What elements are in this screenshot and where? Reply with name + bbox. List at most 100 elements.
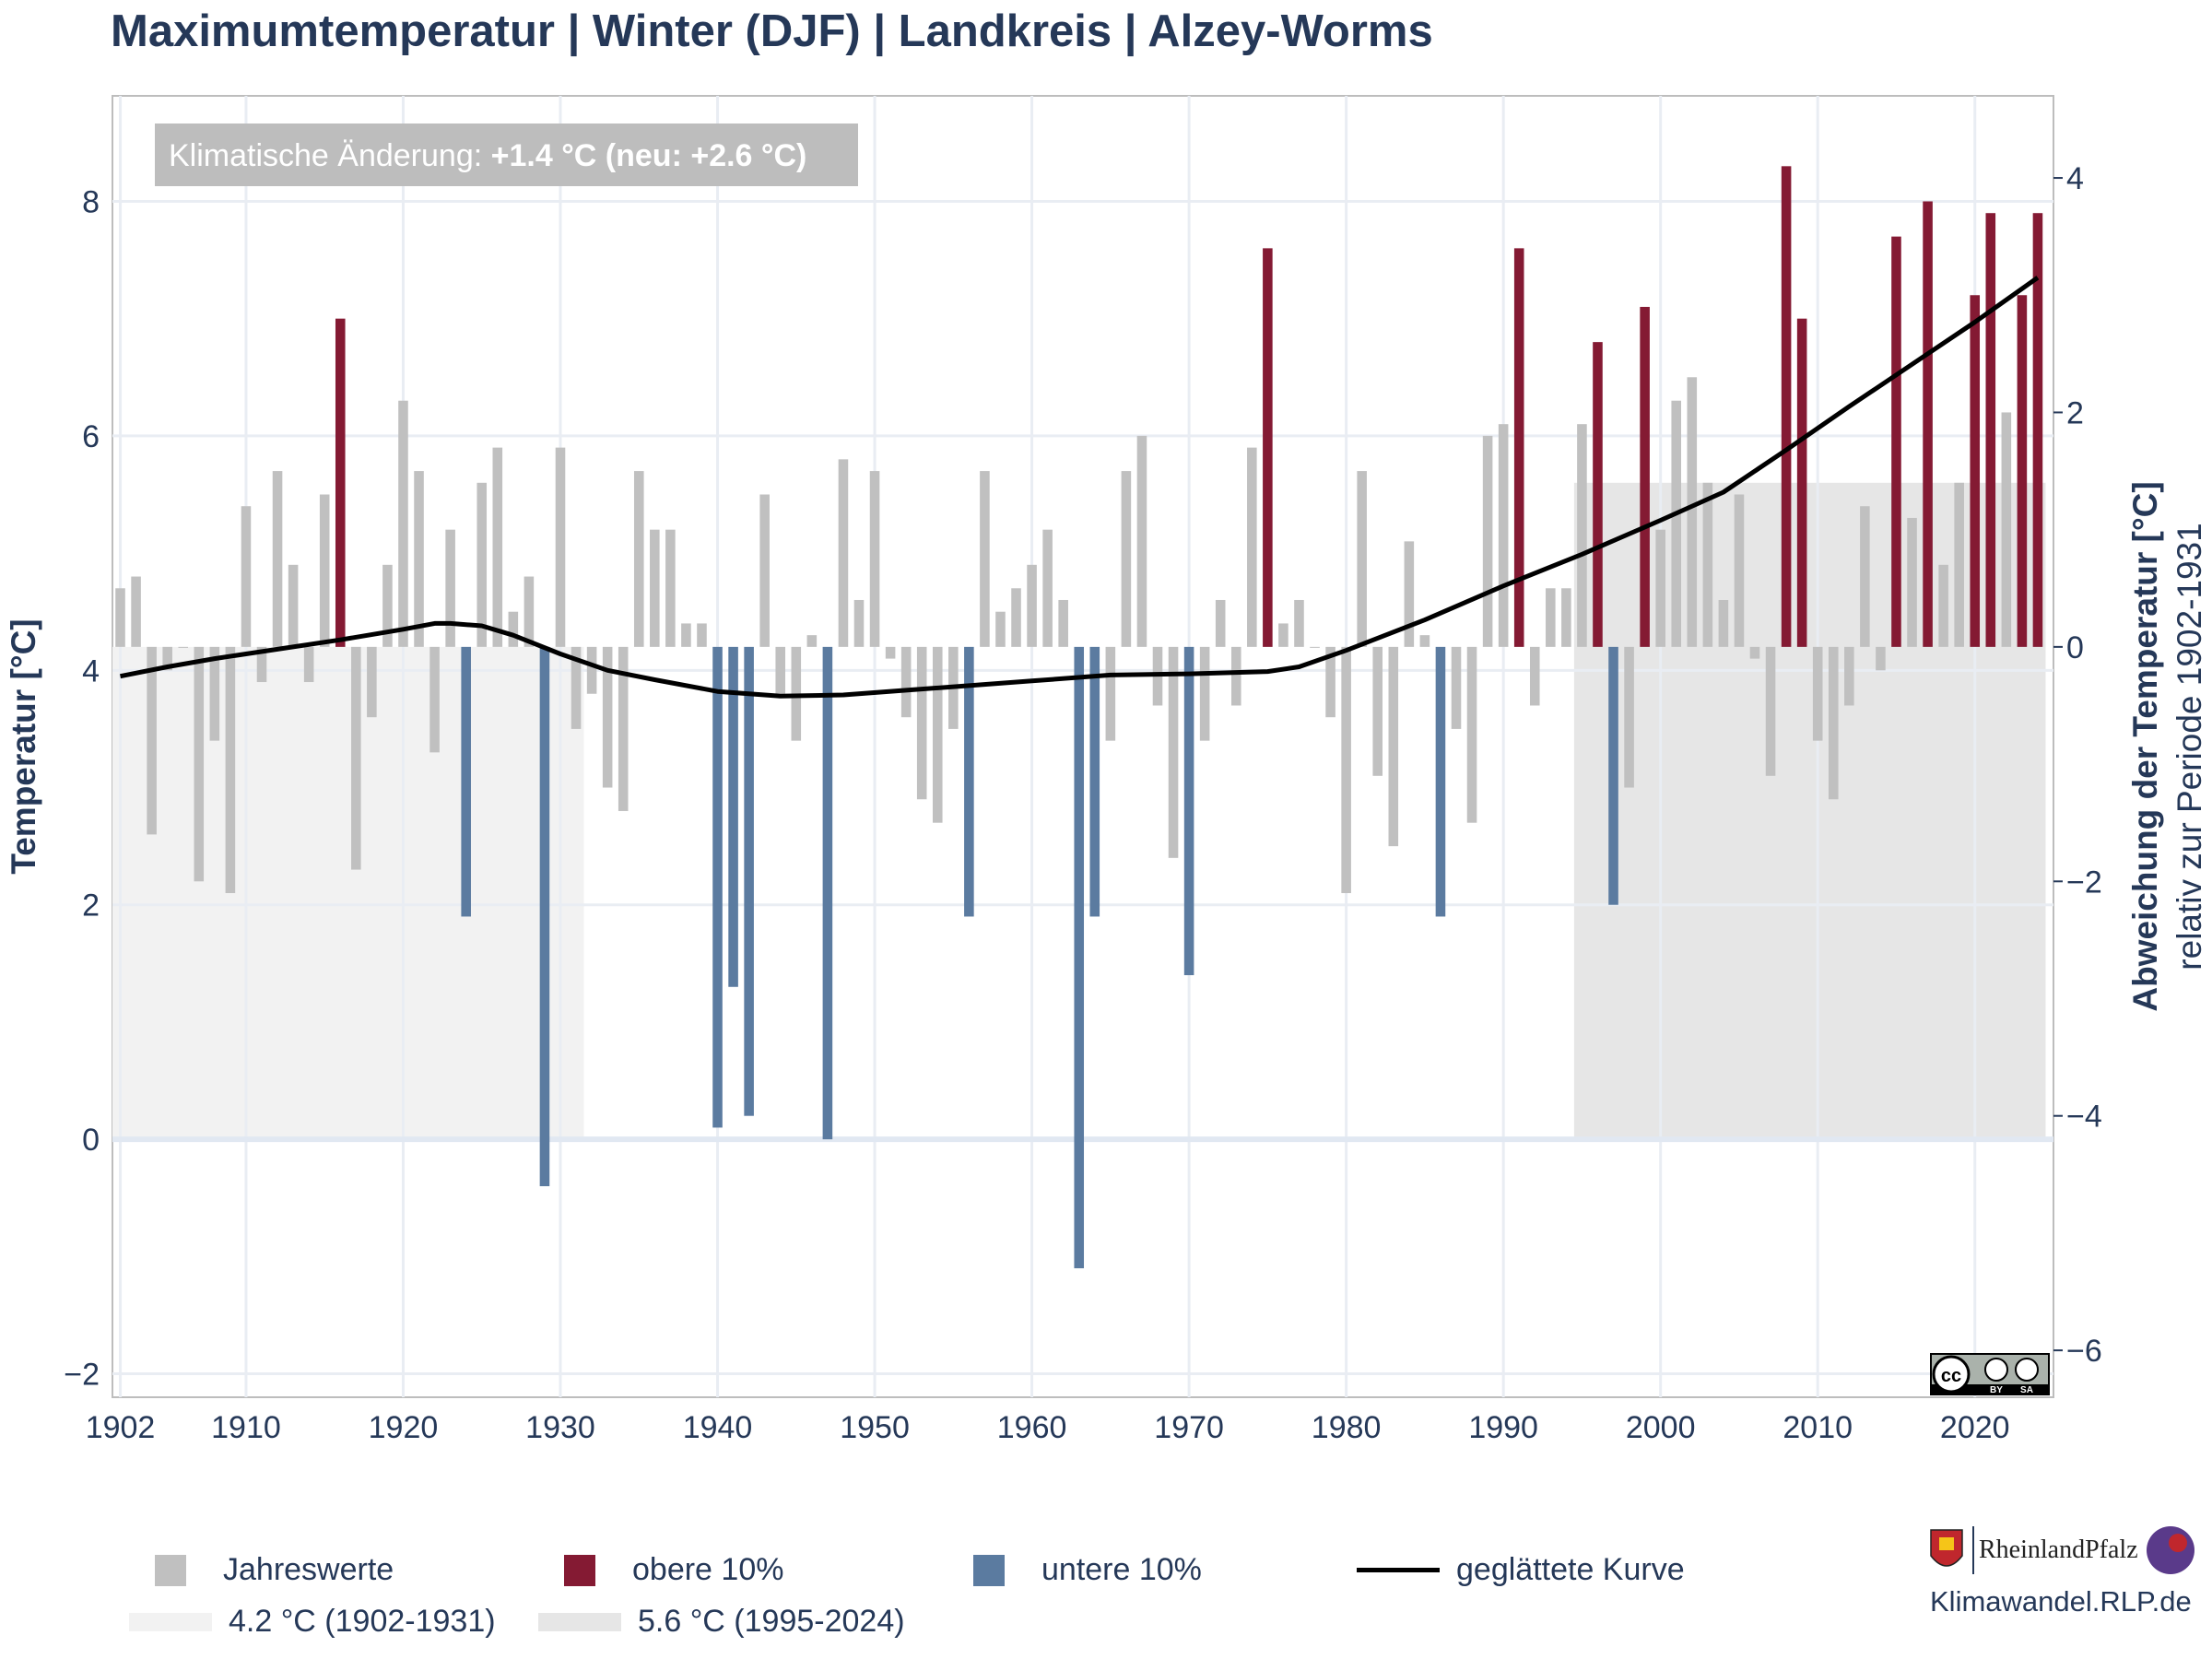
page-title: Maximumtemperatur | Winter (DJF) | Landk…: [111, 6, 1433, 56]
bar-1980: [1341, 646, 1351, 894]
bar-1982: [1372, 646, 1383, 776]
bar-1951: [885, 646, 896, 659]
bar-2019: [1954, 482, 1964, 647]
bar-1912: [272, 471, 283, 647]
bar-2002: [1687, 377, 1698, 647]
legend-swatch-ref-new: [538, 1612, 621, 1631]
bar-1947: [822, 646, 833, 1140]
bar-1936: [650, 529, 660, 647]
bar-1943: [759, 494, 770, 647]
bar-1965: [1105, 646, 1116, 741]
annotation-text: Klimatische Änderung: +1.4 °C (neu: +2.6…: [169, 138, 806, 173]
bar-1964: [1089, 646, 1100, 917]
bar-1981: [1357, 471, 1367, 647]
bar-2022: [2001, 412, 2012, 647]
svg-text:SA: SA: [2020, 1385, 2033, 1395]
bar-1923: [445, 529, 455, 647]
bar-1962: [1058, 599, 1068, 647]
bar-1993: [1546, 588, 1556, 647]
bar-1949: [853, 599, 865, 647]
y-tick-label: 8: [82, 184, 100, 219]
bar-1967: [1136, 435, 1147, 647]
bar-1927: [508, 611, 519, 647]
bar-2008: [1781, 166, 1792, 647]
bar-1932: [586, 646, 597, 694]
x-tick-label: 1960: [997, 1410, 1067, 1445]
legend-item-obere[interactable]: obere 10%: [564, 1552, 783, 1588]
bar-1999: [1640, 306, 1650, 647]
legend-label-ref-old: 4.2 °C (1902-1931): [229, 1604, 496, 1639]
bar-2006: [1749, 646, 1760, 659]
bar-2003: [1702, 482, 1713, 647]
y2-tick-label: −6: [2066, 1334, 2102, 1369]
bar-2005: [1734, 494, 1745, 647]
smoothed-curve: [120, 276, 2040, 699]
bar-1992: [1529, 646, 1540, 706]
cc-by-sa-badge: cc BY SA: [1930, 1353, 2050, 1395]
bar-1903: [131, 576, 141, 647]
svg-text:BY: BY: [1990, 1385, 2003, 1395]
y2-tick-label: −2: [2066, 865, 2102, 900]
reference-bands: [112, 482, 2046, 1140]
bar-1941: [728, 646, 738, 987]
y2-tick-label: 0: [2066, 630, 2084, 665]
bar-1902: [115, 588, 125, 647]
bar-1914: [303, 646, 314, 683]
bar-1979: [1325, 646, 1335, 718]
bar-2010: [1812, 646, 1823, 741]
bar-1983: [1388, 646, 1399, 847]
bar-1971: [1199, 646, 1210, 741]
annotation-group: Klimatische Änderung: +1.4 °C (neu: +2.6…: [155, 124, 858, 186]
bar-1925: [477, 482, 488, 647]
bar-1922: [429, 646, 440, 753]
legend-item-untere[interactable]: untere 10%: [973, 1552, 1202, 1588]
y2-axis-label: Abweichung der Temperatur [°C]: [2126, 481, 2164, 1011]
legend-label-untere: untere 10%: [1041, 1552, 1202, 1587]
legend-item-kurve[interactable]: geglättete Kurve: [1357, 1552, 1685, 1588]
bar-1960: [1027, 564, 1037, 647]
bar-1978: [1310, 646, 1320, 648]
bar-1972: [1215, 599, 1226, 647]
rlp-logo-text: RheinlandPfalz: [1979, 1535, 2138, 1564]
bar-1919: [382, 564, 393, 647]
bar-1963: [1074, 646, 1085, 1269]
annotation-box: [155, 124, 858, 186]
bar-1944: [775, 646, 786, 694]
x-tick-label: 1950: [840, 1410, 910, 1445]
y-tick-label: 4: [82, 653, 100, 688]
bar-1942: [744, 646, 754, 1116]
site-url[interactable]: Klimawandel.RLP.de: [1930, 1585, 2192, 1618]
legend-item-jahreswerte[interactable]: Jahreswerte: [155, 1552, 394, 1588]
legend-item-ref-old[interactable]: 4.2 °C (1902-1931): [129, 1604, 496, 1640]
bar-1974: [1247, 447, 1257, 647]
x-tick-label: 1940: [683, 1410, 753, 1445]
legend-item-ref-new[interactable]: 5.6 °C (1995-2024): [538, 1604, 905, 1640]
bar-2020: [1970, 295, 1981, 647]
logo-group: RheinlandPfalz: [1930, 1526, 2194, 1574]
axes-group: −2 0 2 4 6 8 −6 −4 −2 0 2 4 1902 1910 1920 1930 1940 1950…: [5, 161, 2208, 1445]
bar-2016: [1907, 517, 1917, 647]
y2-tick-label: 4: [2066, 161, 2084, 196]
bar-1904: [147, 646, 157, 835]
bar-1990: [1498, 424, 1509, 647]
bar-1989: [1482, 435, 1493, 647]
bar-2014: [1876, 646, 1886, 671]
y2-axis-sublabel: relativ zur Periode 1902-1931: [2171, 523, 2208, 970]
y-tick-label: 2: [82, 888, 100, 924]
bar-1957: [980, 471, 990, 647]
bar-1953: [916, 646, 927, 800]
bar-2007: [1765, 646, 1776, 776]
x-tick-label: 1930: [525, 1410, 595, 1445]
bar-1934: [618, 646, 629, 811]
bars-group: [115, 166, 2043, 1269]
bar-1977: [1294, 599, 1304, 647]
bar-1929: [539, 646, 550, 1187]
legend-label-ref-new: 5.6 °C (1995-2024): [638, 1604, 905, 1639]
x-tick-label: 2020: [1940, 1410, 2010, 1445]
x-tick-label: 1910: [211, 1410, 281, 1445]
bar-2004: [1718, 599, 1729, 647]
bar-1939: [697, 623, 707, 647]
legend-label-kurve: geglättete Kurve: [1456, 1552, 1685, 1587]
y-tick-label: 0: [82, 1123, 100, 1158]
legend-swatch-lower: [973, 1554, 1005, 1586]
